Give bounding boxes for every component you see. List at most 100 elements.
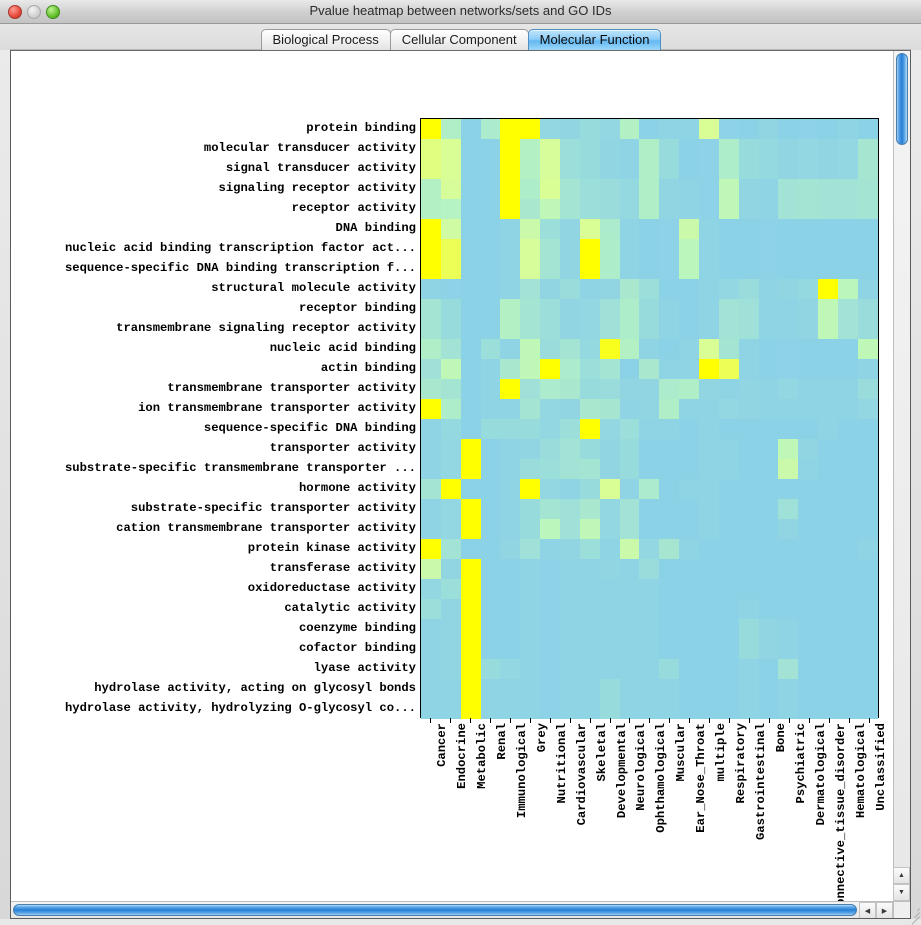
heatmap-cell[interactable] <box>659 579 680 599</box>
heatmap-cell[interactable] <box>421 279 441 299</box>
heatmap-cell[interactable] <box>838 559 858 579</box>
heatmap-cell[interactable] <box>440 219 461 239</box>
heatmap-cell[interactable] <box>778 379 799 399</box>
heatmap-cell[interactable] <box>560 499 580 519</box>
heatmap-cell[interactable] <box>619 419 640 439</box>
heatmap-cell[interactable] <box>460 299 481 319</box>
heatmap-cell[interactable] <box>619 439 640 459</box>
heatmap-cell[interactable] <box>560 619 580 639</box>
heatmap-cell[interactable] <box>758 159 779 179</box>
heatmap-cell[interactable] <box>718 699 739 719</box>
heatmap-cell[interactable] <box>738 479 759 499</box>
heatmap-cell[interactable] <box>857 219 878 239</box>
heatmap-cell[interactable] <box>540 459 561 479</box>
heatmap-cell[interactable] <box>540 579 561 599</box>
heatmap-cell[interactable] <box>560 599 580 619</box>
heatmap-cell[interactable] <box>778 579 799 599</box>
heatmap-cell[interactable] <box>778 339 799 359</box>
heatmap-cell[interactable] <box>540 239 561 259</box>
heatmap-cell[interactable] <box>599 359 620 379</box>
heatmap-cell[interactable] <box>599 639 620 659</box>
heatmap-cell[interactable] <box>659 239 680 259</box>
heatmap-cell[interactable] <box>798 179 819 199</box>
heatmap-cell[interactable] <box>699 359 719 379</box>
heatmap-cell[interactable] <box>421 659 441 679</box>
heatmap-cell[interactable] <box>758 699 779 719</box>
heatmap-cell[interactable] <box>798 599 819 619</box>
heatmap-cell[interactable] <box>778 259 799 279</box>
heatmap-cell[interactable] <box>480 219 501 239</box>
heatmap-cell[interactable] <box>540 499 561 519</box>
heatmap-cell[interactable] <box>718 399 739 419</box>
heatmap-cell[interactable] <box>679 239 700 259</box>
heatmap-cell[interactable] <box>421 419 441 439</box>
heatmap-cell[interactable] <box>421 259 441 279</box>
heatmap-cell[interactable] <box>540 479 561 499</box>
heatmap-cell[interactable] <box>639 159 660 179</box>
heatmap-cell[interactable] <box>440 579 461 599</box>
heatmap-cell[interactable] <box>738 139 759 159</box>
heatmap-cell[interactable] <box>560 659 580 679</box>
heatmap-cell[interactable] <box>520 179 541 199</box>
heatmap-cell[interactable] <box>798 139 819 159</box>
heatmap-cell[interactable] <box>579 199 600 219</box>
heatmap-cell[interactable] <box>440 279 461 299</box>
scroll-left-icon[interactable]: ◀ <box>859 902 876 918</box>
heatmap-cell[interactable] <box>758 579 779 599</box>
heatmap-cell[interactable] <box>560 699 580 719</box>
heatmap-cell[interactable] <box>500 359 521 379</box>
heatmap-cell[interactable] <box>639 299 660 319</box>
heatmap-cell[interactable] <box>818 499 839 519</box>
heatmap-cell[interactable] <box>659 279 680 299</box>
heatmap-cell[interactable] <box>659 199 680 219</box>
heatmap-cell[interactable] <box>738 539 759 559</box>
heatmap-cell[interactable] <box>659 359 680 379</box>
heatmap-cell[interactable] <box>520 279 541 299</box>
heatmap-cell[interactable] <box>460 279 481 299</box>
heatmap-cell[interactable] <box>560 379 580 399</box>
heatmap-cell[interactable] <box>639 579 660 599</box>
heatmap-cell[interactable] <box>778 679 799 699</box>
heatmap-cell[interactable] <box>421 539 441 559</box>
heatmap-cell[interactable] <box>838 159 858 179</box>
heatmap-cell[interactable] <box>440 199 461 219</box>
heatmap-cell[interactable] <box>838 499 858 519</box>
heatmap-cell[interactable] <box>798 299 819 319</box>
heatmap-cell[interactable] <box>480 399 501 419</box>
heatmap-cell[interactable] <box>818 199 839 219</box>
heatmap-cell[interactable] <box>460 699 481 719</box>
heatmap-cell[interactable] <box>560 419 580 439</box>
heatmap-cell[interactable] <box>421 519 441 539</box>
heatmap-cell[interactable] <box>579 119 600 139</box>
heatmap-cell[interactable] <box>798 559 819 579</box>
heatmap-cell[interactable] <box>480 319 501 339</box>
heatmap-cell[interactable] <box>758 519 779 539</box>
heatmap-cell[interactable] <box>818 239 839 259</box>
heatmap-cell[interactable] <box>599 259 620 279</box>
heatmap-cell[interactable] <box>599 439 620 459</box>
heatmap-cell[interactable] <box>798 339 819 359</box>
heatmap-cell[interactable] <box>480 539 501 559</box>
heatmap-cell[interactable] <box>619 379 640 399</box>
heatmap-cell[interactable] <box>560 639 580 659</box>
heatmap-cell[interactable] <box>679 319 700 339</box>
heatmap-cell[interactable] <box>520 359 541 379</box>
heatmap-cell[interactable] <box>619 459 640 479</box>
heatmap-cell[interactable] <box>738 579 759 599</box>
heatmap-cell[interactable] <box>738 599 759 619</box>
heatmap-cell[interactable] <box>798 479 819 499</box>
heatmap-cell[interactable] <box>599 399 620 419</box>
heatmap-cell[interactable] <box>540 339 561 359</box>
heatmap-cell[interactable] <box>778 219 799 239</box>
heatmap-cell[interactable] <box>579 299 600 319</box>
heatmap-cell[interactable] <box>480 359 501 379</box>
heatmap-cell[interactable] <box>619 259 640 279</box>
heatmap-cell[interactable] <box>798 699 819 719</box>
heatmap-cell[interactable] <box>440 539 461 559</box>
heatmap-cell[interactable] <box>460 479 481 499</box>
heatmap-cell[interactable] <box>440 419 461 439</box>
heatmap-cell[interactable] <box>520 679 541 699</box>
heatmap-cell[interactable] <box>579 279 600 299</box>
heatmap-cell[interactable] <box>619 579 640 599</box>
heatmap-cell[interactable] <box>520 519 541 539</box>
